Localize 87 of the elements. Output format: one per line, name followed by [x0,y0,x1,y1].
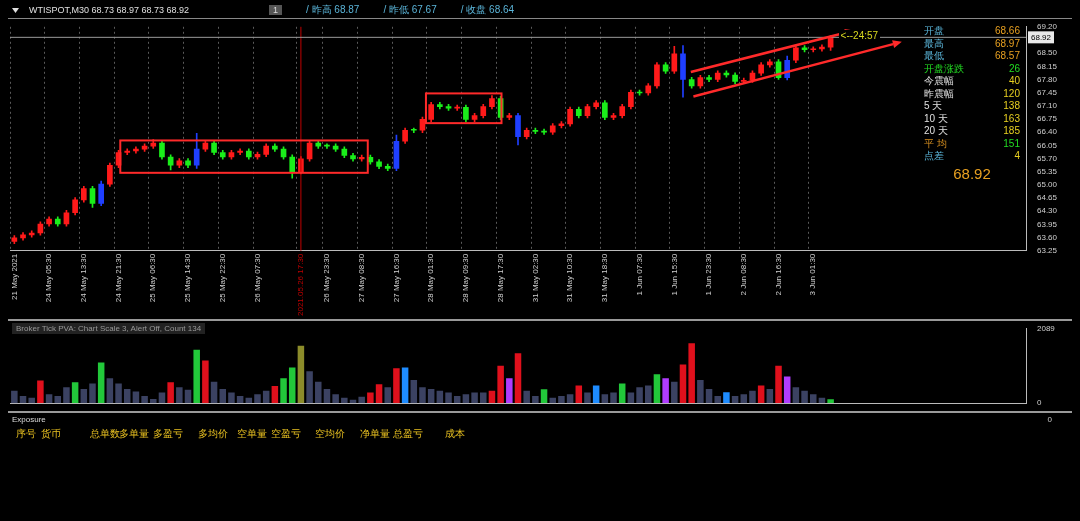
annotation: 138 [1003,100,1020,113]
text: 货币 [41,427,61,441]
text: 空盈亏 [271,427,301,441]
text: 净单量 [360,427,390,441]
annotation: 最低 [924,50,944,63]
y-tick-label: 68.50 [1037,48,1058,58]
annotation: 151 [1003,137,1020,150]
x-tick-label: 21 May 2021 [9,253,19,300]
y-tick-label: 68.15 [1037,61,1058,71]
annotation: <--24:57 [838,30,881,42]
x-tick-label: 1 Jun 15:30 [669,253,679,296]
y-tick-label: 0 [1037,398,1042,408]
annotation: 开盘涨跌 [924,62,964,75]
x-tick-label: 28 May 01:30 [426,253,436,303]
y-tick-label: 66.40 [1037,127,1058,137]
x-tick-label: 26 May 07:30 [252,253,262,303]
y-tick-label: 66.05 [1037,140,1058,150]
text: / 昨高 68.87 [306,3,360,17]
x-tick-label: 3 Jun 01:30 [808,253,818,296]
text: 多盈亏 [153,427,183,441]
annotation: 40 [1008,75,1020,88]
y-tick-label: 65.35 [1037,166,1058,176]
x-tick-label: 28 May 09:30 [461,253,471,303]
y-tick-label: 63.60 [1037,232,1058,242]
x-tick-label: 2021.05.26 17:30 [296,253,306,316]
x-tick-label: 2 Jun 08:30 [738,253,748,296]
chart-title: Broker Tick PVA: Chart Scale 3, Alert Off, Count 134 [12,323,206,334]
y-tick-label: 67.10 [1037,101,1058,111]
y-tick-label: 63.95 [1037,219,1058,229]
text: 空均价 [315,427,345,441]
y-tick-label: 66.75 [1037,114,1058,124]
x-tick-label: 26 May 23:30 [322,253,332,303]
y-tick-label: 2089 [1037,324,1056,333]
annotation: 4 [1014,150,1020,163]
annotation: 68.57 [994,50,1020,63]
x-tick-label: 1 Jun 23:30 [704,253,714,296]
x-tick-label: 1 Jun 07:30 [634,253,644,296]
y-tick-label: 69.20 [1037,22,1058,31]
x-tick-label: 24 May 13:30 [79,253,89,303]
x-tick-label: 31 May 02:30 [530,253,540,303]
x-tick-label: 28 May 17:30 [495,253,505,303]
ref-line-label: 68.92 [1031,32,1052,42]
annotation: 5 天 [924,100,943,113]
annotation: 26 [1008,62,1020,75]
text: / 昨低 67.67 [383,3,437,17]
x-tick-label: 2 Jun 16:30 [773,253,783,296]
y-tick-label: 64.30 [1037,206,1058,216]
text: / 收盘 68.64 [460,3,515,17]
y-tick-label: 65.70 [1037,153,1058,163]
annotation: 20 天 [924,125,948,138]
annotation: 163 [1003,112,1020,125]
annotation: 开盘 [924,25,944,38]
x-tick-label: 27 May 08:30 [356,253,366,303]
text: 空单量 [237,427,267,441]
annotation: 点差 [924,150,944,163]
x-tick-label: 24 May 05:30 [44,253,54,303]
text: 1 [269,5,283,15]
annotation: 今震幅 [924,75,954,88]
text: 总单数 [90,427,120,441]
x-tick-label: 25 May 14:30 [183,253,193,303]
text: 成本 [445,427,465,441]
annotation: 68.92 [952,164,992,182]
text: 总盈亏 [393,427,423,441]
annotation: 185 [1003,125,1020,138]
x-tick-label: 25 May 22:30 [217,253,227,303]
annotation: 平 均 [924,137,947,150]
y-tick-label: 67.45 [1037,87,1058,97]
x-tick-label: 31 May 18:30 [600,253,610,303]
x-tick-label: 25 May 06:30 [148,253,158,303]
text: Exposure [12,415,46,424]
annotation: 最高 [924,37,944,50]
text: 序号 [16,427,36,441]
text: 多单量 [119,427,149,441]
annotation: 10 天 [924,112,948,125]
y-tick-label: 65.00 [1037,180,1058,190]
annotation: 120 [1003,87,1020,100]
annotation: 68.66 [994,25,1020,38]
x-tick-label: 31 May 10:30 [565,253,575,303]
y-tick-label: 64.65 [1037,193,1058,203]
text: 多均价 [198,427,228,441]
y-tick-label: 67.80 [1037,74,1058,84]
annotation: 68.97 [994,37,1020,50]
x-tick-label: 24 May 21:30 [113,253,123,303]
x-tick-label: 27 May 16:30 [391,253,401,303]
y-tick-label: 63.25 [1037,245,1058,255]
annotation: 昨震幅 [924,87,954,100]
chart-title: WTISPOT,M30 68.73 68.97 68.73 68.92 [29,5,191,15]
